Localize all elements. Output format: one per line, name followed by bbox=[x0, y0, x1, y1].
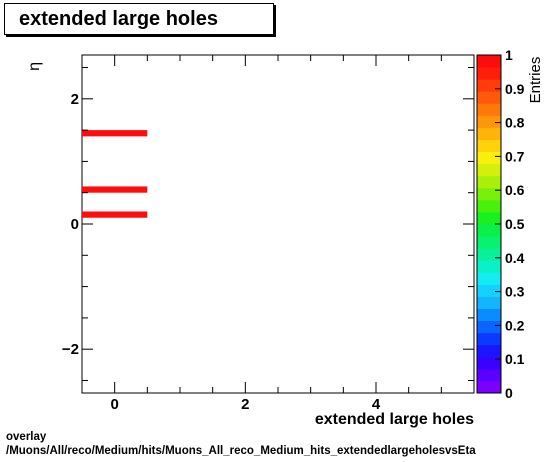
colorbar-tick-label: 0.7 bbox=[505, 148, 525, 164]
colorbar-segment bbox=[477, 163, 501, 177]
y-axis-label: η bbox=[26, 62, 43, 71]
y-tick-label: 2 bbox=[71, 91, 79, 108]
colorbar-tick-label: 0 bbox=[505, 385, 513, 401]
colorbar-segment bbox=[477, 91, 501, 104]
colorbar-segment bbox=[477, 127, 501, 140]
colorbar-segment bbox=[477, 151, 501, 165]
colorbar-segment bbox=[477, 344, 501, 358]
colorbar-segment bbox=[477, 224, 501, 237]
colorbar-tick-label: 0.6 bbox=[505, 182, 525, 198]
colorbar-segment bbox=[477, 175, 501, 189]
colorbar-segment bbox=[477, 380, 501, 394]
colorbar-segment bbox=[477, 199, 501, 213]
colorbar-segment bbox=[477, 248, 501, 261]
colorbar-tick-label: 0.8 bbox=[505, 115, 525, 131]
colorbar-segment bbox=[477, 115, 501, 128]
colorbar-segment bbox=[477, 55, 501, 68]
colorbar-segment bbox=[477, 67, 501, 80]
colorbar-segment bbox=[477, 236, 501, 249]
title-box: extended large holes bbox=[4, 3, 274, 35]
heatmap-cell-1 bbox=[82, 130, 148, 137]
colorbar-segment bbox=[477, 368, 501, 382]
colorbar-segment bbox=[477, 296, 501, 309]
colorbar-tick-label: 1 bbox=[505, 47, 513, 63]
colorbar-segment bbox=[477, 284, 501, 297]
plot-frame bbox=[81, 54, 475, 394]
colorbar-tick-label: 0.9 bbox=[505, 81, 525, 97]
chart-title: extended large holes bbox=[19, 8, 218, 30]
heatmap-cell-2 bbox=[82, 186, 148, 193]
colorbar-segment bbox=[477, 356, 501, 370]
x-tick-label: 0 bbox=[110, 396, 118, 413]
colorbar-segment bbox=[477, 187, 501, 201]
colorbar-tick-label: 0.1 bbox=[505, 351, 525, 367]
colorbar-segment bbox=[477, 103, 501, 116]
y-tick-label: 0 bbox=[71, 216, 79, 233]
heatmap-cell-3 bbox=[82, 211, 148, 218]
colorbar-tick-label: 0.5 bbox=[505, 216, 525, 232]
y-tick-label: −2 bbox=[62, 341, 79, 358]
colorbar-segment bbox=[477, 211, 501, 225]
colorbar-label: Entries bbox=[527, 57, 544, 104]
footer-line1: overlay bbox=[6, 431, 47, 443]
colorbar-segment bbox=[477, 79, 501, 92]
colorbar-segment bbox=[477, 332, 501, 346]
footer-line2: /Muons/All/reco/Medium/hits/Muons_All_re… bbox=[6, 445, 476, 457]
colorbar-segment bbox=[477, 308, 501, 322]
x-tick-label: 4 bbox=[372, 396, 381, 413]
colorbar-segment bbox=[477, 320, 501, 334]
colorbar-segment bbox=[477, 260, 501, 273]
x-axis-label: extended large holes bbox=[315, 411, 474, 428]
colorbar-segment bbox=[477, 139, 501, 153]
colorbar-tick-label: 0.3 bbox=[505, 284, 525, 300]
colorbar-tick-label: 0.4 bbox=[505, 250, 525, 266]
colorbar-tick-label: 0.2 bbox=[505, 317, 525, 333]
x-tick-label: 2 bbox=[241, 396, 249, 413]
colorbar-segment bbox=[477, 272, 501, 285]
